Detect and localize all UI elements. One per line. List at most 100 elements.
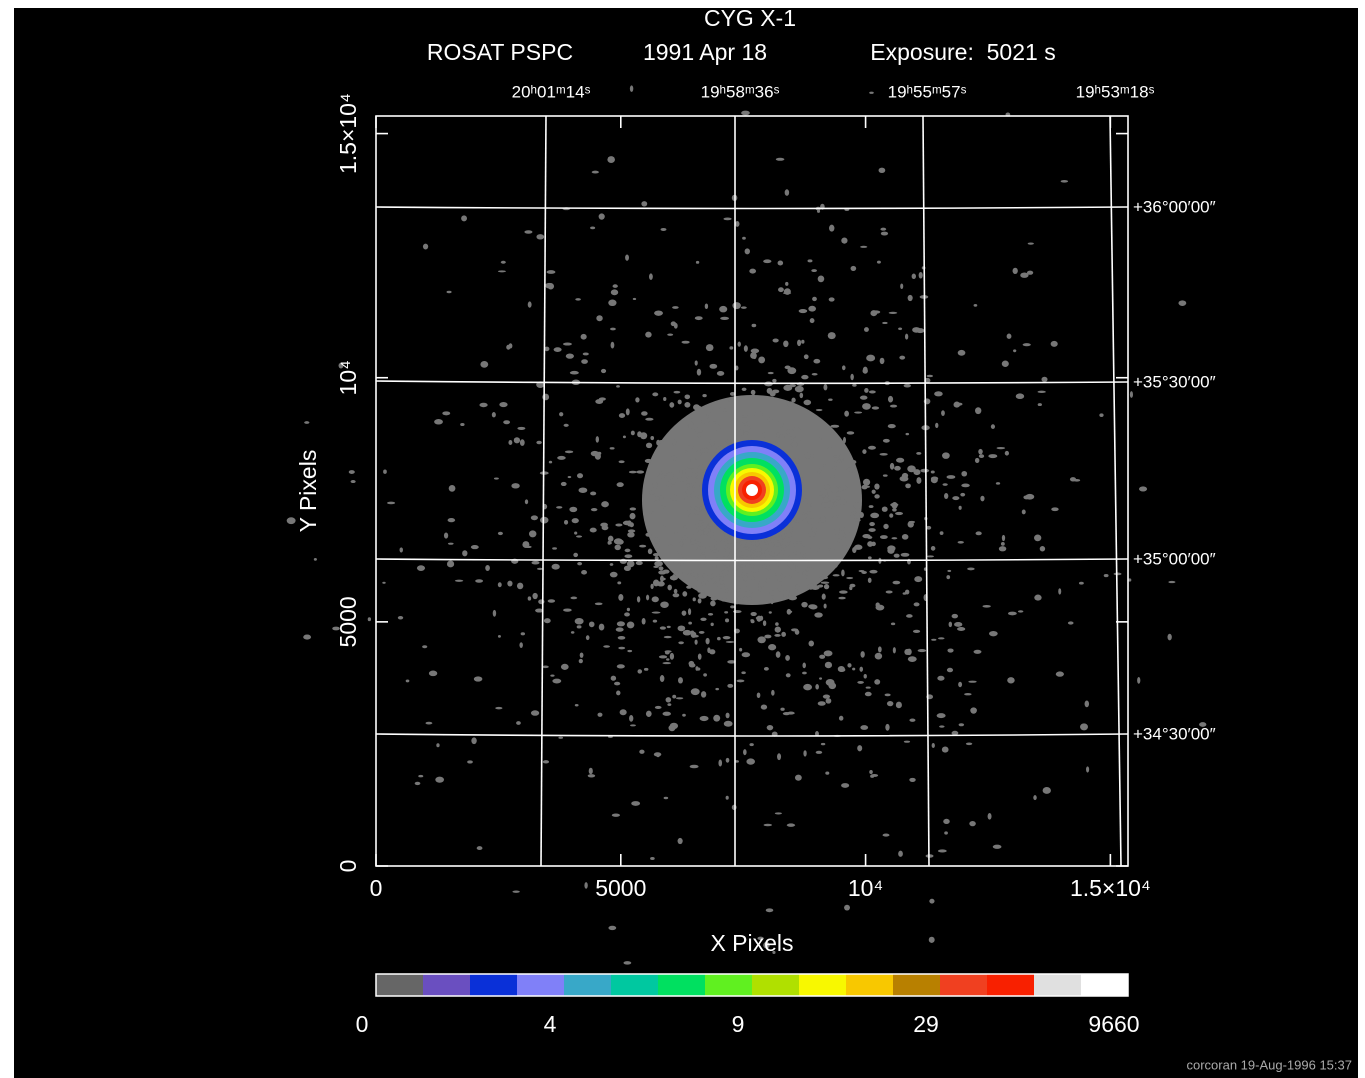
noise xyxy=(735,598,742,603)
noise xyxy=(799,309,808,313)
noise xyxy=(742,237,746,240)
noise xyxy=(866,355,875,362)
noise xyxy=(650,857,655,860)
noise xyxy=(929,899,934,904)
noise xyxy=(944,493,948,499)
noise xyxy=(801,602,807,608)
noise xyxy=(771,599,774,605)
noise xyxy=(1073,479,1080,482)
noise xyxy=(883,524,888,529)
noise xyxy=(721,598,727,602)
noise xyxy=(663,712,671,716)
noise xyxy=(870,513,879,519)
noise xyxy=(860,395,867,399)
noise xyxy=(751,349,759,354)
noise xyxy=(709,649,715,654)
noise xyxy=(800,393,804,398)
noise xyxy=(575,618,584,624)
noise xyxy=(652,596,659,602)
noise xyxy=(795,630,800,635)
noise xyxy=(931,546,936,551)
noise xyxy=(577,473,583,478)
noise xyxy=(697,507,700,512)
noise xyxy=(744,432,748,436)
noise xyxy=(719,578,725,581)
noise xyxy=(896,702,902,709)
noise xyxy=(1178,300,1186,306)
noise xyxy=(892,508,897,511)
noise xyxy=(741,562,748,565)
noise xyxy=(740,429,744,436)
noise xyxy=(909,521,915,523)
noise xyxy=(479,403,487,408)
colorbar-segment xyxy=(564,974,612,996)
noise xyxy=(781,632,786,637)
noise xyxy=(741,671,745,674)
colorbar-segment xyxy=(846,974,894,996)
noise xyxy=(1038,391,1046,393)
noise xyxy=(772,389,779,393)
noise xyxy=(757,636,765,643)
noise xyxy=(462,550,467,556)
noise xyxy=(387,502,395,505)
noise xyxy=(711,597,718,601)
noise xyxy=(701,691,706,698)
y-tick-label: 10⁴ xyxy=(335,360,361,395)
colorbar-segment xyxy=(517,974,565,996)
noise xyxy=(1013,268,1018,274)
noise xyxy=(766,908,774,912)
noise xyxy=(822,574,828,578)
noise xyxy=(516,721,521,725)
noise xyxy=(629,522,634,527)
noise xyxy=(581,334,587,340)
noise xyxy=(869,92,874,94)
noise xyxy=(552,679,561,684)
noise xyxy=(891,537,897,539)
noise xyxy=(839,716,843,721)
noise xyxy=(639,545,646,548)
noise xyxy=(688,608,691,615)
noise xyxy=(793,437,800,442)
noise xyxy=(422,645,427,648)
colorbar-label: 29 xyxy=(913,1011,939,1037)
noise xyxy=(764,635,771,639)
noise xyxy=(680,540,683,546)
noise xyxy=(418,775,423,778)
noise xyxy=(777,753,781,760)
noise xyxy=(557,456,566,460)
noise xyxy=(667,585,672,591)
noise xyxy=(423,244,428,250)
noise xyxy=(820,516,826,523)
noise xyxy=(816,751,823,754)
noise xyxy=(863,367,868,372)
noise xyxy=(670,575,678,580)
noise xyxy=(448,543,454,545)
noise xyxy=(1104,574,1109,577)
noise xyxy=(668,725,675,731)
noise xyxy=(637,596,640,602)
noise xyxy=(702,552,707,554)
noise xyxy=(868,578,872,583)
noise xyxy=(803,684,812,690)
noise xyxy=(979,454,984,458)
noise xyxy=(792,427,800,431)
noise xyxy=(852,472,855,475)
noise xyxy=(769,552,775,556)
noise xyxy=(934,391,943,396)
noise xyxy=(745,248,750,254)
noise xyxy=(637,669,642,673)
noise xyxy=(688,473,692,477)
noise xyxy=(938,637,945,639)
noise xyxy=(904,384,911,388)
noise xyxy=(838,499,847,505)
noise xyxy=(620,559,627,564)
noise xyxy=(788,595,797,600)
noise xyxy=(631,801,640,806)
noise xyxy=(869,505,874,508)
noise xyxy=(693,597,696,601)
noise xyxy=(723,217,731,220)
noise xyxy=(904,741,910,743)
noise xyxy=(712,421,717,424)
noise xyxy=(725,565,730,568)
noise xyxy=(616,691,620,696)
